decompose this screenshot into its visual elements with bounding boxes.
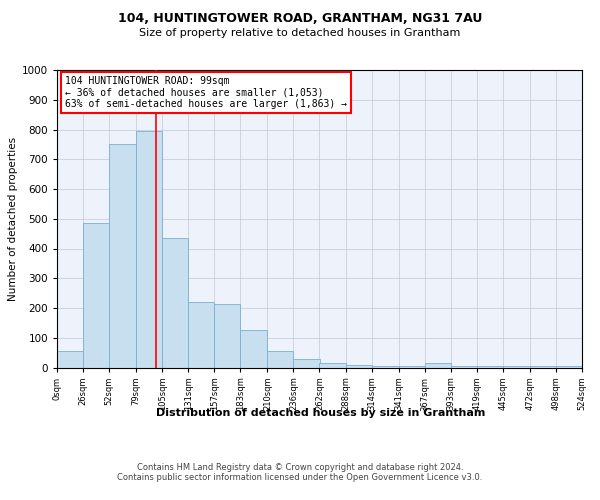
Bar (109, 144, 136, 368)
Bar (214, 304, 241, 368)
Text: Contains HM Land Registry data © Crown copyright and database right 2024.: Contains HM Land Registry data © Crown c… (137, 462, 463, 471)
Text: Distribution of detached houses by size in Grantham: Distribution of detached houses by size … (157, 408, 485, 418)
Bar (136, 131, 162, 368)
Y-axis label: Number of detached properties: Number of detached properties (8, 136, 17, 301)
Bar (451, 366, 477, 368)
Bar (398, 366, 425, 368)
Bar (83, 223, 109, 368)
Bar (530, 366, 556, 368)
Bar (241, 330, 268, 368)
Bar (503, 366, 530, 368)
Bar (188, 302, 214, 368)
Bar (293, 358, 320, 368)
Bar (346, 364, 371, 368)
Bar (556, 366, 582, 368)
Text: Size of property relative to detached houses in Grantham: Size of property relative to detached ho… (139, 28, 461, 38)
Text: 104 HUNTINGTOWER ROAD: 99sqm
← 36% of detached houses are smaller (1,053)
63% of: 104 HUNTINGTOWER ROAD: 99sqm ← 36% of de… (65, 76, 347, 109)
Text: Contains public sector information licensed under the Open Government Licence v3: Contains public sector information licen… (118, 472, 482, 482)
Text: 104, HUNTINGTOWER ROAD, GRANTHAM, NG31 7AU: 104, HUNTINGTOWER ROAD, GRANTHAM, NG31 7… (118, 12, 482, 26)
Bar (319, 363, 346, 368)
Bar (268, 351, 293, 368)
Bar (162, 238, 188, 368)
Bar (371, 366, 398, 368)
Bar (57, 351, 83, 368)
Bar (425, 363, 451, 368)
Bar (477, 366, 503, 368)
